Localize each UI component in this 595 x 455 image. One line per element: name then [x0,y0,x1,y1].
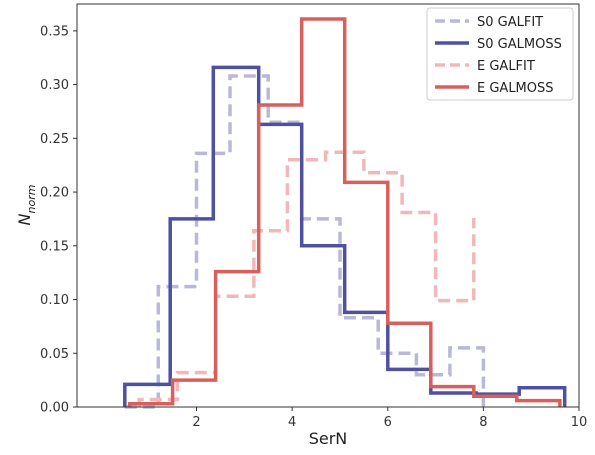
legend-label: S0 GALMOSS [477,37,562,52]
series-layer [123,17,567,409]
legend-box [426,7,574,101]
y-axis-label: Nnorm [15,185,38,226]
x-axis-label: SerN [309,429,348,448]
plot-frame [76,3,580,408]
x-tick-label: 8 [479,415,487,430]
y-tick-label: 0.20 [40,186,69,201]
legend: S0 GALFIT S0 GALMOSS E GALFIT E GALMOSS [426,7,574,101]
series-s0-galmoss [123,65,567,407]
y-axis-label-main: N [15,213,34,225]
series-e-galmoss [127,17,562,407]
ticks-layer: 2 4 6 8 10 0.00 0.05 0.10 0.15 0.20 0.25 0.30 0.35 [40,24,587,430]
x-tick-label: 10 [571,415,588,430]
y-tick-label: 0.35 [40,24,69,39]
legend-label: E GALMOSS [477,81,554,96]
legend-label: S0 GALFIT [477,15,543,30]
y-tick-label: 0.25 [40,132,69,147]
x-tick-label: 6 [384,415,392,430]
series-e-galfit [137,150,476,407]
y-tick-label: 0.05 [40,347,69,362]
y-tick-label: 0.30 [40,78,69,93]
y-tick-label: 0.15 [40,239,69,254]
x-tick-label: 4 [288,415,296,430]
y-axis-label-sub: norm [25,185,38,214]
legend-label: E GALFIT [477,59,535,74]
y-tick-label: 0.10 [40,293,69,308]
x-tick-label: 2 [192,415,200,430]
y-tick-label: 0.00 [40,401,69,416]
